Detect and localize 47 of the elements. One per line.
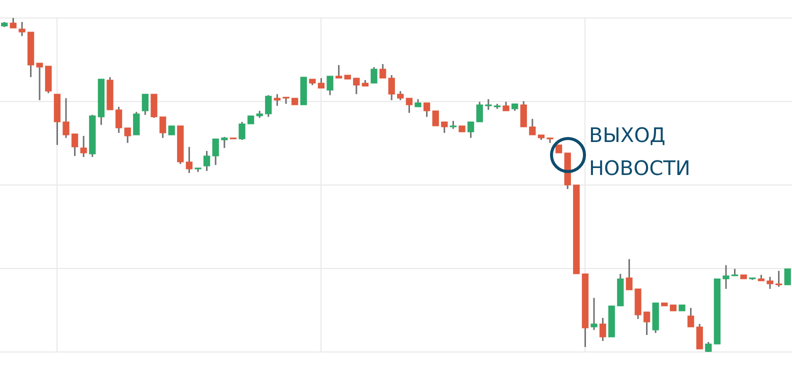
- candlestick: [502, 101, 510, 112]
- candlestick: [388, 74, 395, 101]
- candlestick: [467, 121, 474, 139]
- candlestick: [643, 311, 650, 336]
- candlestick: [599, 317, 606, 342]
- candlestick: [529, 118, 536, 136]
- candlestick: [71, 133, 78, 157]
- candlestick: [124, 127, 131, 144]
- candlestick: [379, 63, 386, 79]
- candlestick: [590, 297, 598, 331]
- candlestick: [203, 150, 210, 172]
- candlestick: [238, 121, 246, 141]
- candlestick: [406, 97, 413, 114]
- candlestick: [441, 121, 448, 134]
- candlestick: [168, 126, 175, 136]
- candlestick: [159, 116, 166, 139]
- annotation: ВЫХОД НОВОСТИ: [589, 122, 692, 182]
- candlestick: [133, 111, 140, 136]
- candlestick: [353, 77, 360, 95]
- candlestick: [784, 268, 791, 286]
- candlestick: [318, 77, 325, 89]
- candlestick: [36, 62, 43, 101]
- candlestick: [432, 110, 439, 126]
- candlestick: [370, 66, 378, 84]
- candlestick: [335, 64, 342, 79]
- candlestick: [62, 97, 70, 139]
- candlestick: [766, 276, 774, 290]
- candlestick: [115, 106, 122, 134]
- candlestick: [150, 93, 158, 119]
- candlestick: [142, 93, 149, 116]
- candlestick: [326, 75, 334, 96]
- candlestick: [10, 17, 17, 29]
- candlestick: [476, 101, 483, 123]
- candlestick: [221, 136, 228, 149]
- candlestick: [520, 100, 527, 128]
- candlestick: [696, 323, 703, 350]
- candlestick: [423, 102, 430, 118]
- candlestick: [274, 93, 281, 107]
- candlestick: [687, 307, 694, 328]
- candlestick: [722, 264, 730, 290]
- candlestick: [626, 258, 633, 291]
- candlestick: [265, 94, 272, 118]
- candlestick: [18, 21, 26, 37]
- candlestick: [212, 138, 219, 166]
- candlestick: [397, 90, 404, 101]
- candlestick: [186, 146, 193, 174]
- candlestick: [80, 135, 87, 158]
